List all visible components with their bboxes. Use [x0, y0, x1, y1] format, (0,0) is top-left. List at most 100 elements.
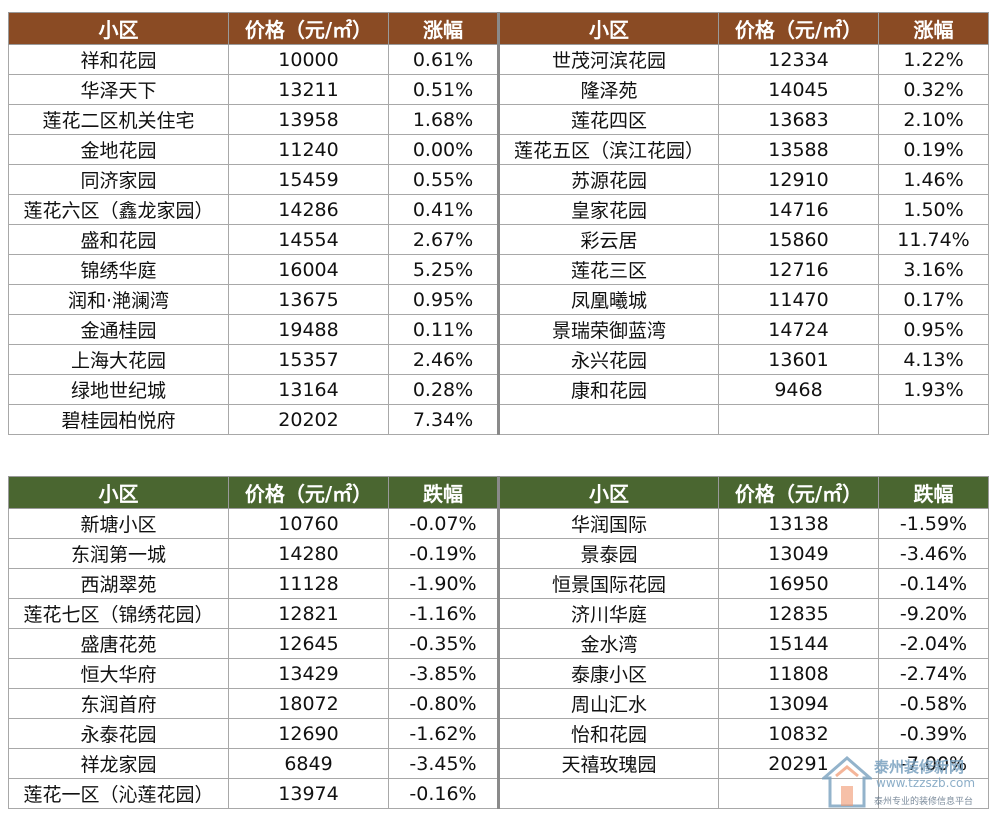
- fall-change-cell: -0.19%: [388, 538, 499, 569]
- rise-price-cell: 14554: [228, 224, 389, 255]
- rise-change-cell: 0.11%: [388, 314, 499, 345]
- rise-price-cell: 12716: [718, 254, 879, 285]
- fall-price-cell: 13049: [718, 538, 879, 569]
- fall-change-cell: -1.59%: [878, 508, 989, 539]
- rise-community-cell: 锦绣华庭: [8, 254, 229, 285]
- rise-community-cell: 皇家花园: [497, 194, 719, 225]
- fall-header-price-2: 价格（元/㎡）: [718, 476, 879, 509]
- rise-change-cell: 0.17%: [878, 284, 989, 315]
- rise-change-cell: 3.16%: [878, 254, 989, 285]
- fall-row: 新塘小区 10760 -0.07% 华润国际 13138 -1.59%: [8, 508, 989, 539]
- rise-row: 锦绣华庭 16004 5.25% 莲花三区 12716 3.16%: [8, 254, 989, 285]
- rise-price-cell: 10000: [228, 44, 389, 75]
- rise-price-cell: 12334: [718, 44, 879, 75]
- fall-community-cell: 景泰园: [497, 538, 719, 569]
- fall-price-cell: 13974: [228, 778, 389, 809]
- fall-price-cell: 14280: [228, 538, 389, 569]
- rise-header-row: 小区 价格（元/㎡） 涨幅 小区 价格（元/㎡） 涨幅: [8, 12, 989, 45]
- rise-row: 莲花六区（鑫龙家园） 14286 0.41% 皇家花园 14716 1.50%: [8, 194, 989, 225]
- rise-change-cell: 0.32%: [878, 74, 989, 105]
- fall-change-cell: -7.00%: [878, 748, 989, 779]
- fall-change-cell: -9.20%: [878, 598, 989, 629]
- fall-price-cell: 18072: [228, 688, 389, 719]
- fall-community-cell: 华润国际: [497, 508, 719, 539]
- fall-change-cell: -0.80%: [388, 688, 499, 719]
- rise-price-cell: 13588: [718, 134, 879, 165]
- rise-community-cell: 凤凰曦城: [497, 284, 719, 315]
- price-rise-table: 小区 价格（元/㎡） 涨幅 小区 价格（元/㎡） 涨幅 祥和花园 10000 0.6…: [8, 12, 989, 435]
- fall-change-cell: -0.58%: [878, 688, 989, 719]
- fall-community-cell: 周山汇水: [497, 688, 719, 719]
- fall-price-cell: 11808: [718, 658, 879, 689]
- rise-price-cell: 12910: [718, 164, 879, 195]
- rise-header-change-2: 涨幅: [878, 12, 989, 45]
- rise-community-cell: 世茂河滨花园: [497, 44, 719, 75]
- rise-change-cell: 0.61%: [388, 44, 499, 75]
- rise-community-cell: 祥和花园: [8, 44, 229, 75]
- rise-change-cell: 11.74%: [878, 224, 989, 255]
- rise-price-cell: 13958: [228, 104, 389, 135]
- fall-header-change: 跌幅: [388, 476, 499, 509]
- fall-community-cell: 金水湾: [497, 628, 719, 659]
- rise-change-cell: [878, 404, 989, 435]
- fall-price-cell: 12835: [718, 598, 879, 629]
- fall-change-cell: -3.85%: [388, 658, 499, 689]
- fall-header-row: 小区 价格（元/㎡） 跌幅 小区 价格（元/㎡） 跌幅: [8, 476, 989, 509]
- fall-community-cell: 泰康小区: [497, 658, 719, 689]
- fall-change-cell: -3.45%: [388, 748, 499, 779]
- rise-change-cell: 7.34%: [388, 404, 499, 435]
- fall-price-cell: 13094: [718, 688, 879, 719]
- rise-header-change: 涨幅: [388, 12, 499, 45]
- fall-row: 盛唐花苑 12645 -0.35% 金水湾 15144 -2.04%: [8, 628, 989, 659]
- fall-change-cell: -0.14%: [878, 568, 989, 599]
- fall-community-cell: 东润首府: [8, 688, 229, 719]
- rise-community-cell: 隆泽苑: [497, 74, 719, 105]
- fall-community-cell: 莲花一区（沁莲花园）: [8, 778, 229, 809]
- rise-price-cell: 14045: [718, 74, 879, 105]
- rise-row: 同济家园 15459 0.55% 苏源花园 12910 1.46%: [8, 164, 989, 195]
- rise-change-cell: 1.68%: [388, 104, 499, 135]
- fall-price-cell: 13138: [718, 508, 879, 539]
- rise-change-cell: 2.67%: [388, 224, 499, 255]
- rise-row: 华泽天下 13211 0.51% 隆泽苑 14045 0.32%: [8, 74, 989, 105]
- rise-price-cell: 19488: [228, 314, 389, 345]
- rise-price-cell: 14724: [718, 314, 879, 345]
- rise-row: 盛和花园 14554 2.67% 彩云居 15860 11.74%: [8, 224, 989, 255]
- rise-community-cell: 上海大花园: [8, 344, 229, 375]
- fall-change-cell: -1.16%: [388, 598, 499, 629]
- rise-community-cell: 莲花五区（滨江花园）: [497, 134, 719, 165]
- rise-change-cell: 0.51%: [388, 74, 499, 105]
- rise-row: 祥和花园 10000 0.61% 世茂河滨花园 12334 1.22%: [8, 44, 989, 75]
- fall-community-cell: 东润第一城: [8, 538, 229, 569]
- rise-change-cell: 4.13%: [878, 344, 989, 375]
- rise-change-cell: 0.95%: [878, 314, 989, 345]
- fall-community-cell: 济川华庭: [497, 598, 719, 629]
- rise-community-cell: 莲花四区: [497, 104, 719, 135]
- rise-price-cell: 15860: [718, 224, 879, 255]
- rise-community-cell: 景瑞荣御蓝湾: [497, 314, 719, 345]
- rise-header-price: 价格（元/㎡）: [228, 12, 389, 45]
- fall-change-cell: -2.04%: [878, 628, 989, 659]
- fall-community-cell: 西湖翠苑: [8, 568, 229, 599]
- fall-price-cell: 12821: [228, 598, 389, 629]
- rise-price-cell: 16004: [228, 254, 389, 285]
- fall-price-cell: [718, 778, 879, 809]
- fall-price-cell: 6849: [228, 748, 389, 779]
- rise-change-cell: 1.46%: [878, 164, 989, 195]
- fall-row: 恒大华府 13429 -3.85% 泰康小区 11808 -2.74%: [8, 658, 989, 689]
- fall-row: 西湖翠苑 11128 -1.90% 恒景国际花园 16950 -0.14%: [8, 568, 989, 599]
- rise-change-cell: 0.28%: [388, 374, 499, 405]
- rise-community-cell: 碧桂园柏悦府: [8, 404, 229, 435]
- fall-price-cell: 12690: [228, 718, 389, 749]
- rise-header-community: 小区: [8, 12, 229, 45]
- fall-community-cell: 恒景国际花园: [497, 568, 719, 599]
- price-fall-table: 小区 价格（元/㎡） 跌幅 小区 价格（元/㎡） 跌幅 新塘小区 10760 -0.…: [8, 476, 989, 809]
- rise-community-cell: 绿地世纪城: [8, 374, 229, 405]
- rise-change-cell: 1.93%: [878, 374, 989, 405]
- fall-community-cell: 盛唐花苑: [8, 628, 229, 659]
- rise-community-cell: 金通桂园: [8, 314, 229, 345]
- rise-community-cell: 苏源花园: [497, 164, 719, 195]
- fall-row: 东润第一城 14280 -0.19% 景泰园 13049 -3.46%: [8, 538, 989, 569]
- rise-change-cell: 2.46%: [388, 344, 499, 375]
- rise-community-cell: 同济家园: [8, 164, 229, 195]
